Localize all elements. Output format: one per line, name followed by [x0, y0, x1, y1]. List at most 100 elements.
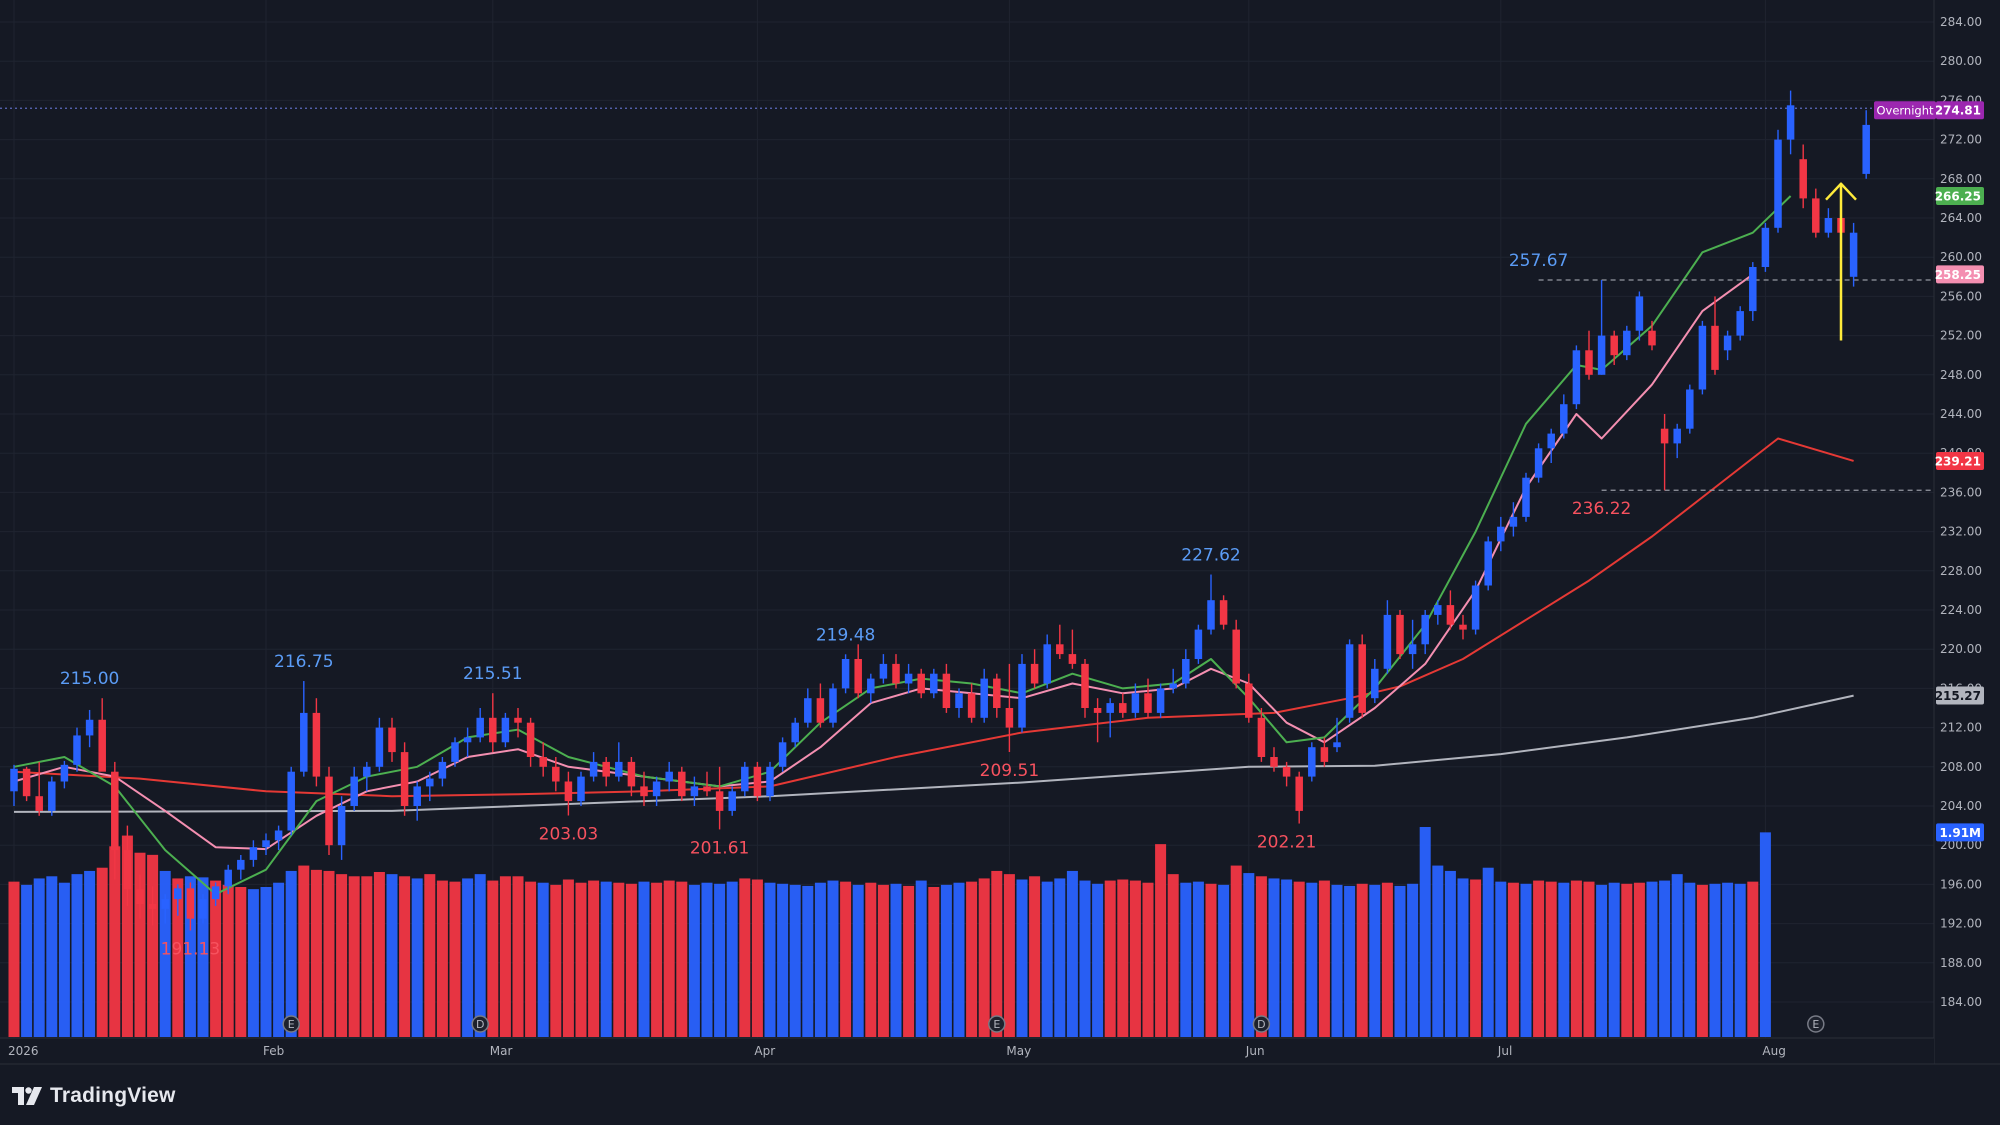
price-tick-label: 248.00 — [1940, 368, 1982, 382]
volume-bar — [159, 870, 171, 1037]
volume-bar — [1079, 880, 1091, 1037]
candle-body — [1207, 600, 1215, 630]
candle-body — [1635, 296, 1644, 331]
volume-bar — [21, 884, 33, 1037]
volume-bar — [1419, 827, 1431, 1037]
candle-body — [312, 712, 321, 777]
price-label-low: 236.22 — [1572, 499, 1631, 519]
price-badge-bg — [1936, 451, 1984, 470]
candle-body — [211, 886, 220, 900]
volume-bar — [487, 880, 499, 1037]
volume-bar — [1381, 882, 1393, 1037]
volume-bar — [1255, 876, 1267, 1037]
event-marker[interactable]: D — [1252, 1015, 1271, 1033]
price-tick-label: 272.00 — [1940, 133, 1982, 147]
candle-body — [337, 806, 346, 846]
price-tick-label: 252.00 — [1940, 329, 1982, 343]
time-axis-panel[interactable] — [0, 1038, 1934, 1064]
volume-bar — [827, 880, 839, 1037]
volume-bar — [1293, 881, 1305, 1037]
event-circle — [471, 1015, 489, 1033]
volume-bar — [966, 881, 978, 1037]
price-badge: 258.25 — [1935, 265, 1984, 284]
candle-body — [539, 757, 547, 767]
volume-bar — [802, 885, 814, 1037]
candle-body — [514, 717, 522, 723]
volume-bar — [1709, 883, 1721, 1037]
price-tick-label: 232.00 — [1940, 525, 1982, 539]
candle-body — [1383, 614, 1392, 669]
volume-bar — [298, 865, 310, 1037]
candle-body — [1774, 139, 1782, 228]
candle-body — [1358, 644, 1366, 713]
candle-body — [791, 722, 799, 743]
reference-lines — [0, 107, 1934, 491]
candle-body — [854, 659, 862, 694]
volume-bar — [1533, 880, 1545, 1037]
overnight-tag-bg — [1874, 101, 1936, 120]
candle-body — [1660, 428, 1669, 444]
candle-body — [1623, 330, 1631, 356]
candle-body — [917, 673, 925, 694]
tradingview-logo[interactable]: TradingView — [12, 1080, 176, 1112]
candle-body — [690, 786, 699, 797]
candle-body — [98, 719, 106, 772]
candle-body — [1093, 708, 1102, 713]
candle-body — [1862, 124, 1870, 174]
volume-bar — [1054, 878, 1066, 1037]
price-axis-panel[interactable] — [1934, 0, 2000, 1064]
event-marker[interactable]: E — [1807, 1015, 1825, 1033]
candle-body — [678, 771, 686, 797]
volume-bar — [285, 870, 297, 1037]
event-marker[interactable]: E — [988, 1015, 1006, 1033]
candle-body — [640, 786, 648, 797]
volume-bar — [676, 881, 688, 1037]
volume-bar — [1344, 885, 1356, 1037]
candle-body — [930, 673, 938, 694]
volume-bar — [109, 846, 121, 1037]
volume-bar — [411, 878, 423, 1037]
volume-bar — [1356, 883, 1368, 1037]
candle-body — [1333, 742, 1341, 748]
overnight-tag-label: Overnight — [1876, 104, 1934, 118]
candle-body — [400, 752, 409, 806]
time-axis[interactable]: 2026 Feb Mar Apr May Jun Jul Aug — [8, 1044, 1786, 1058]
candle-body — [526, 722, 535, 757]
volume-bar — [1470, 879, 1482, 1037]
volume-bar — [33, 878, 45, 1037]
volume-bar — [1608, 882, 1620, 1037]
price-badge: 266.25 — [1935, 186, 1984, 205]
event-marker[interactable]: D — [471, 1015, 489, 1033]
candle-body — [1396, 614, 1404, 655]
event-marker[interactable]: E — [282, 1015, 300, 1033]
ma-50-line — [13, 437, 1854, 798]
candle-body — [1534, 448, 1543, 478]
candle-body — [287, 771, 295, 831]
candle-body — [1434, 605, 1442, 615]
time-tick-label: Feb — [263, 1044, 284, 1058]
price-axis[interactable]: 284.00280.00276.00272.00268.00264.00260.… — [1940, 15, 1982, 1009]
candle-body — [1421, 614, 1429, 645]
candle-body — [942, 673, 951, 708]
candle-body — [237, 859, 245, 870]
volume-bar — [1104, 880, 1116, 1037]
volume-bar — [71, 874, 83, 1037]
volume-bar — [1129, 880, 1141, 1037]
volume-bar — [1671, 874, 1683, 1037]
time-tick-label: Jul — [1497, 1044, 1512, 1058]
volume-bar — [184, 876, 196, 1037]
volume-bar — [1646, 881, 1658, 1037]
volume-bar — [688, 884, 700, 1037]
price-tick-label: 284.00 — [1940, 15, 1982, 29]
price-label-high: 215.51 — [463, 664, 522, 684]
candle-body — [879, 663, 888, 679]
volume-bar — [373, 872, 385, 1037]
volume-bar — [613, 882, 625, 1037]
candle-body — [1522, 477, 1530, 517]
volume-bar — [865, 882, 877, 1037]
price-tick-label: 244.00 — [1940, 407, 1982, 421]
volume-bar — [726, 881, 738, 1037]
